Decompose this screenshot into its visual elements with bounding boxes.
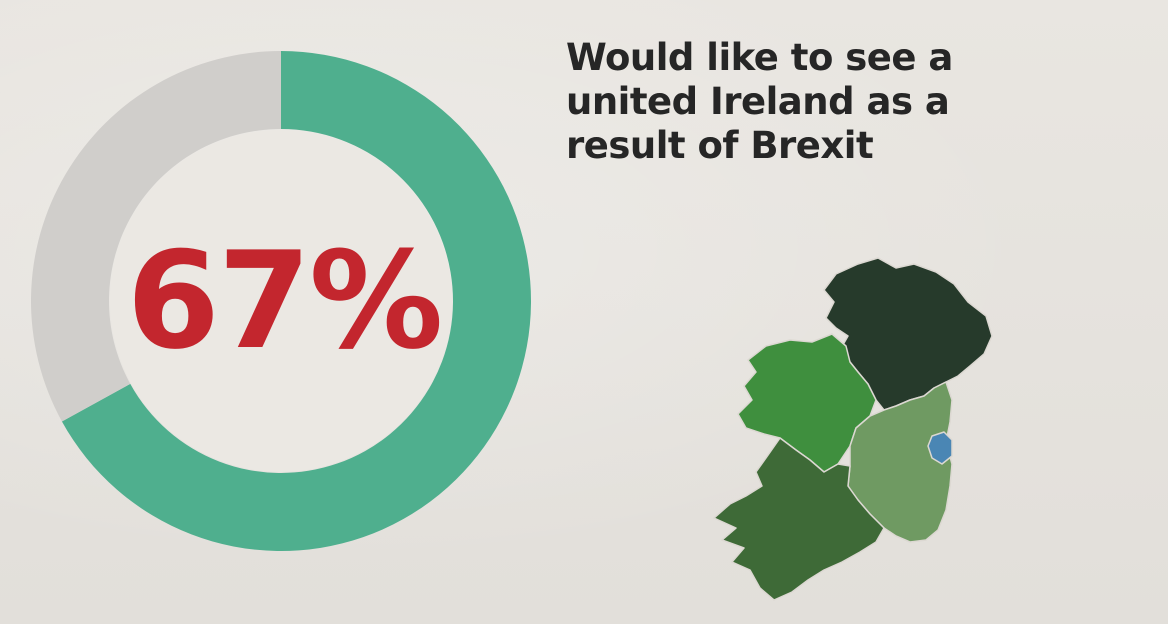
donut-hole xyxy=(110,130,452,472)
map-region-dublin xyxy=(927,431,953,465)
ireland-map-icon xyxy=(713,257,993,601)
map-region-south xyxy=(713,437,885,601)
ireland-map xyxy=(700,250,1000,610)
donut-slice-rest xyxy=(30,51,281,422)
donut-chart: 67% xyxy=(14,48,548,554)
percentage-value: 67% xyxy=(126,223,444,379)
chart-caption: Would like to see a united Ireland as a … xyxy=(566,36,953,167)
donut-svg xyxy=(30,51,531,551)
donut-slice-main xyxy=(61,51,531,551)
